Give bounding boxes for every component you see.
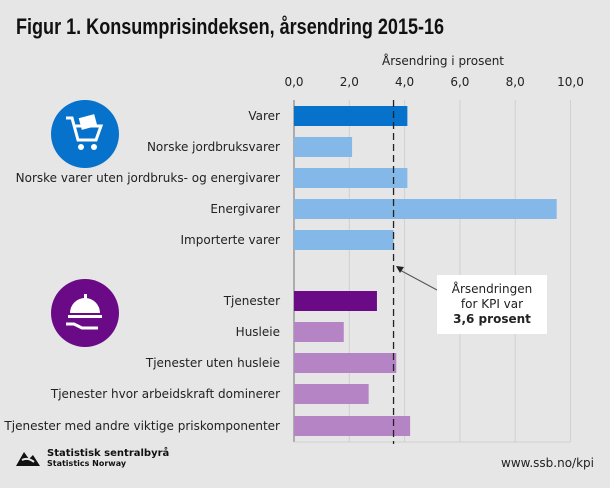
bar	[294, 416, 411, 436]
annotation-line3: 3,6 prosent	[453, 312, 531, 326]
annotation-line2: for KPI var	[460, 297, 524, 311]
category-label: Tjenester med andre viktige priskomponen…	[3, 419, 280, 433]
source-url[interactable]: www.ssb.no/kpi	[501, 456, 594, 470]
shopping-cart-icon	[51, 100, 119, 168]
x-tick-label: 4,0	[395, 75, 414, 89]
ssb-logo[interactable]: Statistisk sentralbyrå Statistics Norway	[14, 446, 169, 470]
bar	[294, 106, 408, 126]
services-icon-group	[51, 279, 119, 347]
bar	[294, 353, 397, 373]
x-tick-label: 2,0	[340, 75, 359, 89]
bar	[294, 137, 353, 157]
logo-text-no: Statistisk sentralbyrå	[47, 448, 170, 459]
bar	[294, 168, 408, 188]
bar	[294, 230, 394, 250]
category-label: Norske varer uten jordbruks- og energiva…	[16, 171, 280, 185]
category-label: Tjenester uten husleie	[145, 356, 280, 370]
bar	[294, 384, 369, 404]
ssb-logo-icon	[16, 452, 40, 466]
annotation-arrow	[397, 268, 438, 291]
category-label: Tjenester	[223, 294, 280, 308]
category-label: Tjenester hvor arbeidskraft dominerer	[50, 387, 280, 401]
bar	[294, 199, 557, 219]
category-label: Importerte varer	[181, 233, 281, 247]
x-axis-label: Årsendring i prosent	[382, 53, 504, 68]
bar	[294, 291, 377, 311]
x-tick-label: 6,0	[450, 75, 469, 89]
category-label: Varer	[248, 109, 280, 123]
category-label: Energivarer	[210, 202, 280, 216]
arrow-head	[396, 266, 404, 273]
x-tick-label: 10,0	[557, 75, 584, 89]
chart-title: Figur 1. Konsumprisindeksen, årsendring …	[16, 14, 445, 39]
x-tick-label: 0,0	[284, 75, 303, 89]
category-label: Husleie	[236, 325, 280, 339]
category-label: Norske jordbruksvarer	[147, 140, 280, 154]
bar	[294, 322, 344, 342]
logo-text-en: Statistics Norway	[47, 459, 127, 468]
x-tick-label: 8,0	[506, 75, 525, 89]
goods-icon-group	[51, 100, 119, 168]
annotation-line1: Årsendringen	[451, 282, 533, 296]
kpi-annotation: Årsendringen for KPI var 3,6 prosent	[437, 275, 547, 334]
